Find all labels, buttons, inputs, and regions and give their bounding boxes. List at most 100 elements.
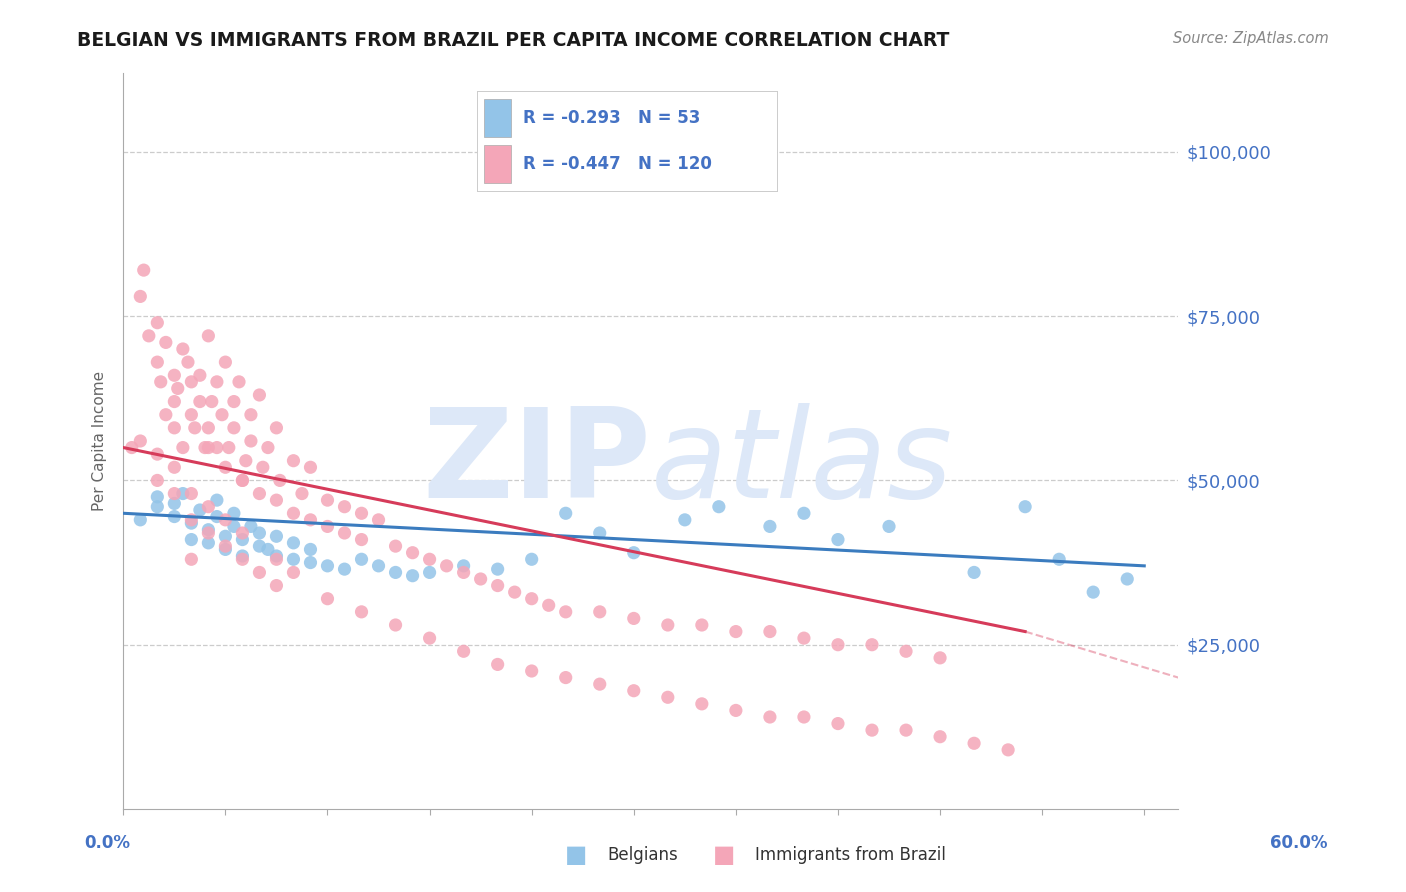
Point bbox=[759, 519, 782, 533]
Point bbox=[283, 453, 305, 467]
Point bbox=[166, 381, 188, 395]
Point bbox=[453, 558, 475, 573]
Point bbox=[759, 710, 782, 724]
Point bbox=[419, 552, 441, 566]
Point bbox=[486, 657, 509, 672]
Point bbox=[894, 723, 917, 738]
Point bbox=[155, 408, 177, 422]
Point bbox=[146, 447, 169, 461]
Point bbox=[657, 690, 679, 705]
Point bbox=[350, 552, 373, 566]
Point bbox=[1014, 500, 1036, 514]
Point bbox=[384, 618, 406, 632]
Point bbox=[283, 506, 305, 520]
Point bbox=[486, 562, 509, 576]
Point bbox=[929, 730, 952, 744]
Point bbox=[299, 513, 322, 527]
Point bbox=[1083, 585, 1105, 599]
Point bbox=[132, 263, 155, 277]
Y-axis label: Per Capita Income: Per Capita Income bbox=[93, 371, 107, 511]
Point bbox=[222, 519, 245, 533]
Point bbox=[283, 552, 305, 566]
Point bbox=[350, 533, 373, 547]
Point bbox=[146, 500, 169, 514]
Point bbox=[205, 493, 228, 508]
Point bbox=[155, 335, 177, 350]
Point bbox=[316, 558, 339, 573]
Point bbox=[222, 421, 245, 435]
Point bbox=[129, 434, 152, 448]
Point bbox=[929, 651, 952, 665]
Point bbox=[520, 591, 543, 606]
Point bbox=[453, 566, 475, 580]
Point bbox=[316, 519, 339, 533]
Point bbox=[257, 441, 280, 455]
Point bbox=[266, 578, 288, 592]
Point bbox=[129, 513, 152, 527]
Point bbox=[146, 474, 169, 488]
Point bbox=[690, 697, 713, 711]
Point bbox=[231, 533, 253, 547]
Point bbox=[623, 546, 645, 560]
Point bbox=[520, 552, 543, 566]
Text: 60.0%: 60.0% bbox=[1271, 834, 1327, 852]
Point bbox=[266, 529, 288, 543]
Point bbox=[194, 441, 217, 455]
Point bbox=[453, 644, 475, 658]
Point bbox=[623, 683, 645, 698]
Point bbox=[759, 624, 782, 639]
Point bbox=[239, 519, 262, 533]
Text: ZIP: ZIP bbox=[422, 402, 651, 524]
Point bbox=[214, 542, 236, 557]
Point bbox=[222, 506, 245, 520]
Point bbox=[384, 566, 406, 580]
Point bbox=[249, 526, 271, 541]
Point bbox=[231, 552, 253, 566]
Point bbox=[197, 500, 219, 514]
Point bbox=[222, 394, 245, 409]
Point bbox=[172, 486, 194, 500]
Point bbox=[537, 599, 560, 613]
Point bbox=[877, 519, 900, 533]
Point bbox=[163, 394, 186, 409]
Point bbox=[657, 618, 679, 632]
Point bbox=[436, 558, 458, 573]
Point bbox=[283, 536, 305, 550]
Point bbox=[180, 408, 202, 422]
Point bbox=[188, 368, 211, 383]
Point bbox=[350, 506, 373, 520]
Point bbox=[860, 638, 883, 652]
Point bbox=[214, 460, 236, 475]
Point bbox=[177, 355, 200, 369]
Point bbox=[129, 289, 152, 303]
Point bbox=[188, 394, 211, 409]
Text: Source: ZipAtlas.com: Source: ZipAtlas.com bbox=[1173, 31, 1329, 46]
Point bbox=[249, 388, 271, 402]
Point bbox=[724, 624, 747, 639]
Point bbox=[554, 671, 576, 685]
Point bbox=[827, 638, 849, 652]
Point bbox=[266, 549, 288, 563]
Point bbox=[299, 460, 322, 475]
Point bbox=[146, 490, 169, 504]
Text: Belgians: Belgians bbox=[607, 846, 678, 863]
Point bbox=[401, 546, 423, 560]
Point bbox=[201, 394, 224, 409]
Point bbox=[316, 493, 339, 508]
Text: ■: ■ bbox=[713, 843, 735, 866]
Text: BELGIAN VS IMMIGRANTS FROM BRAZIL PER CAPITA INCOME CORRELATION CHART: BELGIAN VS IMMIGRANTS FROM BRAZIL PER CA… bbox=[77, 31, 949, 50]
Point bbox=[316, 591, 339, 606]
Text: Immigrants from Brazil: Immigrants from Brazil bbox=[755, 846, 946, 863]
Point bbox=[239, 434, 262, 448]
Point bbox=[218, 441, 240, 455]
Point bbox=[231, 526, 253, 541]
Point bbox=[249, 539, 271, 553]
Point bbox=[367, 513, 389, 527]
Point bbox=[146, 316, 169, 330]
Point bbox=[188, 503, 211, 517]
Point bbox=[486, 578, 509, 592]
Text: ■: ■ bbox=[565, 843, 588, 866]
Point bbox=[589, 526, 612, 541]
Point bbox=[827, 533, 849, 547]
Point bbox=[231, 474, 253, 488]
